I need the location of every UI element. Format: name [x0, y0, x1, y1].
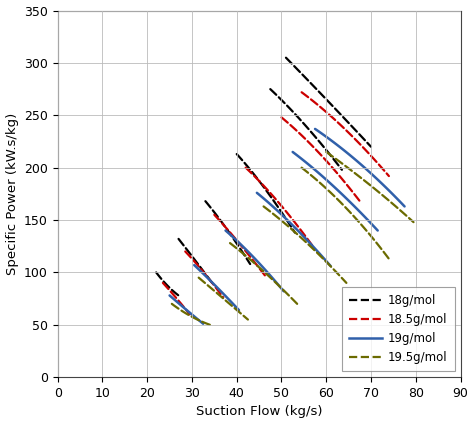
Line: 18g/mol: 18g/mol — [156, 273, 179, 296]
19g/mol — [175, 300, 181, 305]
18.5g/mol — [181, 305, 187, 310]
18.5g/mol — [167, 288, 173, 293]
19g/mol — [167, 293, 173, 298]
Line: 18.5g/mol: 18.5g/mol — [163, 283, 190, 314]
Y-axis label: Specific Power (kW.s/kg): Specific Power (kW.s/kg) — [6, 113, 18, 275]
19g/mol — [185, 308, 191, 313]
18.5g/mol — [187, 312, 192, 317]
18.5g/mol — [175, 297, 181, 302]
Line: 19g/mol: 19g/mol — [170, 296, 203, 324]
18g/mol — [175, 293, 181, 298]
19.5g/mol — [190, 315, 195, 320]
19.5g/mol — [199, 319, 204, 324]
18g/mol — [158, 276, 164, 281]
19g/mol — [199, 320, 205, 325]
19.5g/mol — [177, 307, 182, 312]
18g/mol — [159, 277, 165, 282]
19g/mol — [201, 321, 206, 326]
19g/mol — [193, 315, 199, 320]
18g/mol — [169, 287, 174, 292]
18g/mol — [171, 289, 177, 294]
18.5g/mol — [166, 287, 172, 292]
19.5g/mol — [179, 308, 184, 313]
19g/mol — [173, 298, 179, 304]
18g/mol — [176, 293, 182, 298]
19.5g/mol — [207, 322, 213, 327]
19.5g/mol — [195, 317, 201, 322]
19g/mol — [190, 312, 195, 317]
18g/mol — [153, 270, 159, 275]
Legend: 18g/mol, 18.5g/mol, 19g/mol, 19.5g/mol: 18g/mol, 18.5g/mol, 19g/mol, 19.5g/mol — [342, 287, 455, 371]
19.5g/mol — [206, 322, 211, 327]
18.5g/mol — [186, 311, 191, 316]
19.5g/mol — [169, 301, 175, 307]
X-axis label: Suction Flow (kg/s): Suction Flow (kg/s) — [196, 405, 322, 418]
Line: 19.5g/mol: 19.5g/mol — [172, 304, 210, 325]
18.5g/mol — [160, 280, 166, 285]
18.5g/mol — [179, 301, 184, 307]
18g/mol — [166, 284, 172, 289]
